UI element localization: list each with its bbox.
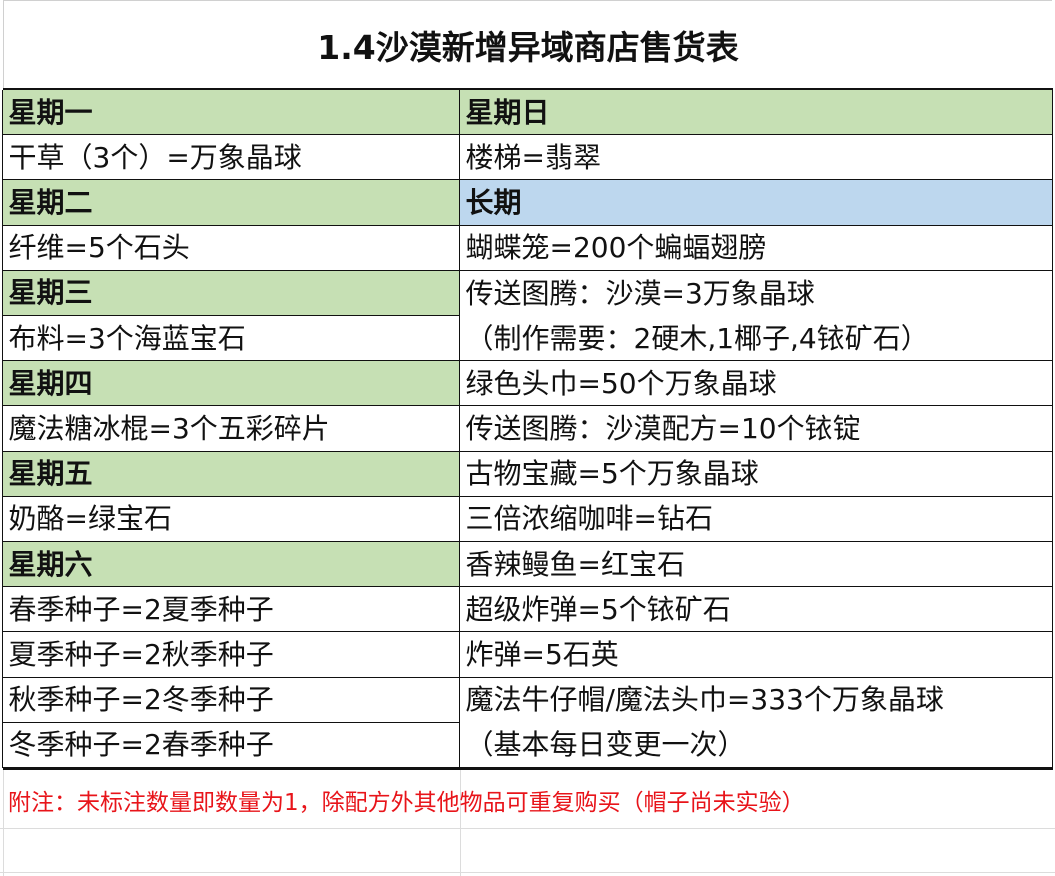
item-text: 楼梯=翡翠 (465, 140, 601, 174)
table-cell[interactable]: 春季种子=2夏季种子 (1, 587, 460, 633)
item-text: 秋季种子=2冬季种子 (8, 683, 274, 717)
table-cell[interactable]: 布料=3个海蓝宝石 (1, 316, 460, 362)
table-cell[interactable]: 古物宝藏=5个万象晶球 (458, 451, 1053, 497)
item-text: 冬季种子=2春季种子 (8, 728, 274, 762)
table-cell[interactable]: 绿色头巾=50个万象晶球 (458, 361, 1053, 407)
section-header-label: 星期一 (8, 95, 93, 129)
table-cell[interactable]: 传送图腾：沙漠配方=10个铱锭 (458, 406, 1053, 452)
item-text: 布料=3个海蓝宝石 (8, 321, 246, 355)
section-header[interactable]: 星期五 (1, 451, 460, 497)
item-text: 春季种子=2夏季种子 (8, 592, 274, 626)
item-text: 绿色头巾=50个万象晶球 (465, 366, 777, 400)
section-header[interactable]: 星期六 (1, 542, 460, 588)
section-header[interactable]: 长期 (458, 180, 1053, 226)
item-text: 干草（3个）=万象晶球 (8, 140, 302, 174)
section-header-label: 星期二 (8, 186, 93, 219)
table-cell[interactable]: 干草（3个）=万象晶球 (1, 135, 460, 181)
table-cell[interactable]: 楼梯=翡翠 (458, 135, 1053, 181)
section-header-label: 星期日 (465, 95, 550, 129)
item-text: 三倍浓缩咖啡=钻石 (465, 502, 713, 536)
table-cell[interactable]: 夏季种子=2秋季种子 (1, 632, 460, 678)
section-header[interactable]: 星期日 (458, 90, 1053, 136)
table-cell[interactable]: 奶酪=绿宝石 (1, 496, 460, 542)
item-text: 魔法牛仔帽/魔法头巾=333个万象晶球 (465, 683, 944, 717)
section-header-label: 长期 (465, 186, 522, 219)
table-cell[interactable]: 炸弹=5石英 (458, 632, 1053, 678)
section-header[interactable]: 星期四 (1, 361, 460, 407)
item-text: 魔法糖冰棍=3个五彩碎片 (8, 412, 330, 445)
item-note-text: （基本每日变更一次） (465, 728, 746, 762)
table-cell[interactable]: 超级炸弹=5个铱矿石 (458, 587, 1053, 633)
section-header[interactable]: 星期一 (1, 90, 460, 136)
item-text: 纤维=5个石头 (8, 231, 190, 265)
table-cell[interactable]: 传送图腾：沙漠=3万象晶球 （制作需要：2硬木,1椰子,4铱矿石） (458, 270, 1053, 362)
section-header-label: 星期四 (8, 366, 93, 400)
item-text: 炸弹=5石英 (465, 638, 619, 671)
shop-table: 星期一干草（3个）=万象晶球 星期二纤维=5个石头 星期三布料=3个海蓝宝石 星期四魔… (1, 88, 1053, 770)
item-text: 传送图腾：沙漠配方=10个铱锭 (465, 412, 861, 445)
item-text: 香辣鳗鱼=红宝石 (465, 547, 685, 581)
table-cell[interactable]: 三倍浓缩咖啡=钻石 (458, 496, 1053, 542)
item-text: 蝴蝶笼=200个蝙蝠翅膀 (465, 231, 767, 265)
section-header-label: 星期六 (8, 547, 93, 581)
item-text: 夏季种子=2秋季种子 (8, 638, 274, 671)
section-header-label: 星期三 (8, 276, 93, 310)
section-header-label: 星期五 (8, 457, 93, 491)
item-text: 超级炸弹=5个铱矿石 (465, 592, 731, 626)
item-text: 古物宝藏=5个万象晶球 (465, 457, 759, 491)
item-text: 奶酪=绿宝石 (8, 502, 172, 536)
table-cell[interactable]: 秋季种子=2冬季种子 (1, 677, 460, 723)
table-cell[interactable]: 冬季种子=2春季种子 (1, 722, 460, 768)
section-header[interactable]: 星期三 (1, 270, 460, 316)
footnote: 附注：未标注数量即数量为1，除配方外其他物品可重复购买（帽子尚未实验） (8, 790, 805, 816)
table-cell[interactable]: 香辣鳗鱼=红宝石 (458, 542, 1053, 588)
sheet-title: 1.4沙漠新增异域商店售货表 (3, 0, 1052, 88)
table-cell[interactable]: 魔法牛仔帽/魔法头巾=333个万象晶球 （基本每日变更一次） (458, 677, 1053, 768)
section-header[interactable]: 星期二 (1, 180, 460, 226)
table-cell[interactable]: 蝴蝶笼=200个蝙蝠翅膀 (458, 225, 1053, 271)
item-note-text: （制作需要：2硬木,1椰子,4铱矿石） (465, 321, 929, 355)
table-cell[interactable]: 魔法糖冰棍=3个五彩碎片 (1, 406, 460, 452)
item-text: 传送图腾：沙漠=3万象晶球 (465, 276, 815, 310)
table-cell[interactable]: 纤维=5个石头 (1, 225, 460, 271)
